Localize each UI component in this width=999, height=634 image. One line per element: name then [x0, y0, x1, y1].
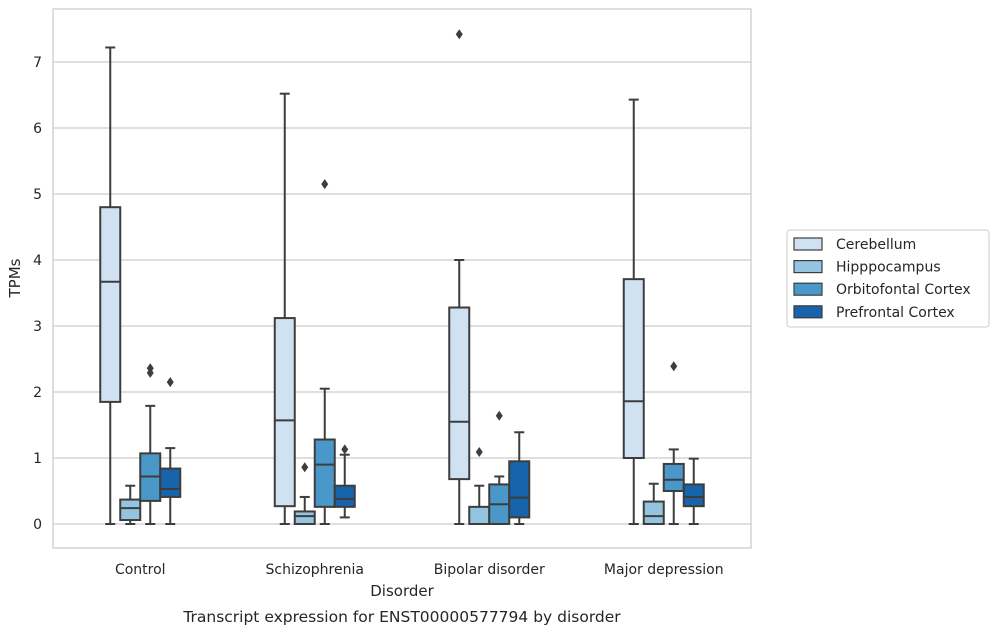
legend-frame — [786, 229, 990, 328]
legend-swatch — [793, 282, 823, 296]
y-tick-label: 0 — [33, 517, 42, 533]
legend-label: Hipppocampus — [836, 260, 941, 276]
y-tick-label: 3 — [33, 319, 42, 335]
box-iqr — [662, 462, 685, 493]
outlier-point — [475, 447, 483, 458]
outlier-point — [455, 29, 463, 40]
box-iqr — [622, 278, 645, 460]
box-iqr — [468, 505, 491, 525]
box-2-0 — [139, 363, 162, 525]
y-tick-label: 4 — [33, 253, 42, 269]
outlier-point — [495, 410, 503, 421]
legend-label: Cerebellum — [836, 237, 916, 253]
chart-caption: Transcript expression for ENST0000057779… — [182, 608, 621, 626]
y-tick-label: 6 — [33, 121, 42, 137]
box-1-0 — [119, 484, 142, 525]
box-2-3 — [662, 361, 685, 525]
y-tick-labels: 0 1 2 3 4 5 6 7 — [33, 55, 42, 533]
legend-label: Orbitofontal Cortex — [836, 282, 971, 298]
legend-swatch — [793, 237, 823, 251]
outlier-point — [341, 444, 349, 455]
boxes — [99, 29, 705, 525]
box-iqr — [273, 317, 296, 508]
y-tick-label: 2 — [33, 385, 42, 401]
box-3-3 — [682, 457, 705, 525]
box-2-1 — [313, 179, 336, 525]
legend-item: Orbitofontal Cortex — [793, 282, 971, 298]
legend-label: Prefrontal Cortex — [836, 305, 955, 321]
plot-area-frame — [52, 8, 752, 549]
legend-item: Prefrontal Cortex — [793, 305, 955, 321]
box-iqr — [119, 498, 142, 522]
x-tick-label: Bipolar disorder — [434, 562, 545, 578]
box-iqr — [333, 484, 356, 508]
box-1-3 — [642, 482, 665, 525]
box-3-0 — [159, 377, 182, 525]
x-axis-label: Disorder — [370, 582, 434, 600]
box-2-2 — [488, 410, 511, 525]
outlier-point — [166, 377, 174, 388]
legend: Cerebellum Hipppocampus Orbitofontal Corte… — [786, 229, 990, 328]
x-tick-labels: Control Schizophrenia Bipolar disorder Majo… — [115, 562, 724, 578]
legend-item: Cerebellum — [793, 237, 916, 253]
box-1-2 — [468, 447, 491, 525]
box-0-1 — [273, 92, 296, 525]
y-tick-label: 5 — [33, 187, 42, 203]
box-1-1 — [293, 462, 316, 525]
outlier-point — [301, 462, 309, 473]
x-tick-label: Control — [115, 562, 166, 578]
box-iqr — [682, 483, 705, 508]
x-tick-label: Major depression — [604, 562, 724, 578]
y-tick-label: 7 — [33, 55, 42, 71]
box-iqr — [159, 467, 182, 498]
legend-item: Hipppocampus — [793, 260, 941, 276]
box-iqr — [448, 306, 471, 481]
box-iqr — [642, 500, 665, 525]
box-iqr — [293, 510, 316, 525]
y-axis-label: TPMs — [6, 258, 24, 298]
box-iqr — [313, 438, 336, 508]
box-0-3 — [622, 98, 645, 525]
legend-swatch — [793, 260, 823, 274]
box-3-1 — [333, 444, 356, 519]
outlier-point — [321, 179, 329, 190]
y-tick-label: 1 — [33, 451, 42, 467]
box-0-2 — [448, 29, 471, 525]
legend-swatch — [793, 305, 823, 319]
box-iqr — [508, 460, 531, 519]
box-0-0 — [99, 46, 122, 525]
box-3-2 — [508, 431, 531, 525]
x-tick-label: Schizophrenia — [266, 562, 364, 578]
box-iqr — [99, 206, 122, 403]
outlier-point — [146, 363, 154, 374]
outlier-point — [670, 361, 678, 372]
